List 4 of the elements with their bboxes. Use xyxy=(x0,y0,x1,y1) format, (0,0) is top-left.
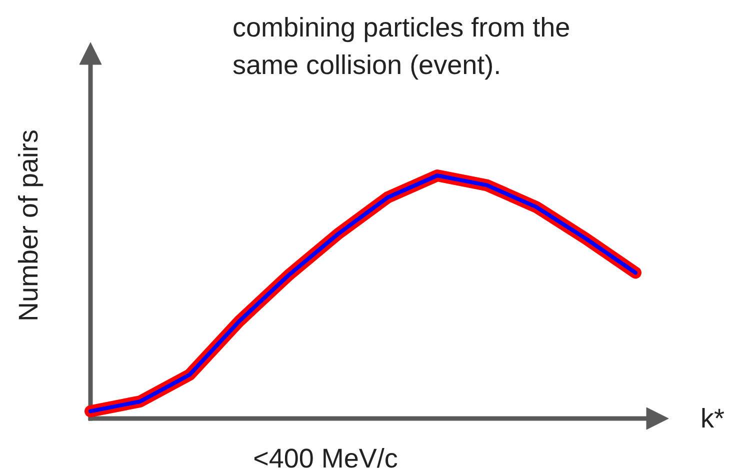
y-axis-title: Number of pairs xyxy=(14,129,44,322)
chart-title: combining particles from the same collision (event). xyxy=(232,12,570,80)
text: <400 MeV/c xyxy=(253,444,398,474)
x-axis-title: k* xyxy=(700,404,725,434)
